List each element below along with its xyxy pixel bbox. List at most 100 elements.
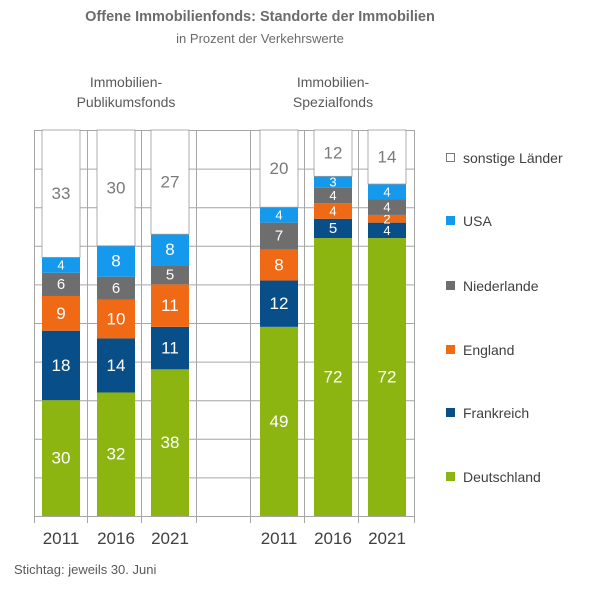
- bar-segment: [42, 330, 80, 401]
- group-label-line: Spezialfonds: [292, 94, 374, 110]
- bar-segment: [368, 184, 406, 200]
- data-label: 14: [378, 148, 397, 167]
- legend-swatch: [446, 408, 455, 417]
- data-label: 2: [383, 211, 390, 226]
- data-label: 72: [324, 368, 343, 387]
- chart-subtitle: in Prozent der Verkehrswerte: [176, 31, 344, 46]
- bar-segment: [260, 326, 298, 516]
- bar-segment: [151, 234, 189, 266]
- legend-swatch: [446, 153, 455, 162]
- bar-segment: [259, 129, 299, 208]
- x-tick-label: 2021: [151, 529, 189, 548]
- bar-segment: [260, 207, 298, 223]
- bar-segment: [151, 326, 189, 370]
- data-label: 12: [324, 144, 343, 163]
- data-label: 6: [112, 280, 120, 297]
- bar-segment: [314, 187, 352, 204]
- bar-segment: [151, 369, 189, 516]
- data-label: 4: [383, 223, 390, 238]
- data-label: 3: [329, 175, 336, 190]
- bar-segment: [42, 400, 80, 516]
- bar-segment: [260, 249, 298, 281]
- bar-segment: [97, 276, 135, 300]
- data-label: 8: [111, 252, 120, 271]
- legend-item: USA: [446, 213, 492, 229]
- legend-swatch: [446, 345, 455, 354]
- bar-segment: [97, 299, 135, 339]
- data-label: 11: [161, 296, 179, 315]
- bar-segment: [368, 214, 406, 223]
- bar-segment: [313, 129, 353, 177]
- x-tick-label: 2021: [368, 529, 406, 548]
- chart-title: Offene Immobilienfonds: Standorte der Im…: [85, 9, 435, 25]
- group-label-line: Publikumsfonds: [76, 94, 176, 110]
- legend-label: USA: [463, 213, 492, 229]
- data-label: 8: [274, 256, 283, 275]
- bar-segment: [150, 129, 190, 235]
- data-label: 11: [161, 339, 179, 358]
- legend-label: sonstige Länder: [463, 150, 563, 166]
- data-label: 10: [107, 310, 126, 329]
- x-tick-label: 2011: [43, 529, 80, 548]
- data-label: 12: [270, 294, 289, 313]
- data-label: 4: [275, 207, 282, 222]
- group-label-line: Immobilien-: [296, 74, 370, 90]
- bar-segment: [314, 218, 352, 239]
- data-label: 27: [161, 173, 180, 192]
- x-tick-label: 2011: [261, 529, 298, 548]
- bar-segment: [41, 129, 81, 258]
- bar-segment: [260, 222, 298, 250]
- legend-swatch: [446, 472, 455, 481]
- legend-item: sonstige Länder: [446, 150, 563, 166]
- legend-label: Frankreich: [463, 405, 530, 421]
- bar-segment: [314, 238, 352, 516]
- legend-label: England: [463, 342, 515, 358]
- data-label: 72: [378, 368, 397, 387]
- bar-segment: [368, 238, 406, 516]
- bar-segment: [97, 338, 135, 393]
- x-tick-label: 2016: [314, 529, 352, 548]
- bar-segment: [368, 199, 406, 215]
- legend-swatch: [446, 281, 455, 290]
- bar-segment: [96, 129, 136, 247]
- bar-segment: [151, 265, 189, 285]
- data-label: 4: [329, 204, 336, 219]
- data-label: 49: [270, 412, 289, 431]
- group-label-publikumsfonds: Immobilien- Publikumsfonds: [26, 72, 226, 112]
- footnote: Stichtag: jeweils 30. Juni: [14, 562, 157, 577]
- group-label-line: Immobilien-: [89, 74, 163, 90]
- legend-item: England: [446, 342, 514, 358]
- data-label: 5: [329, 220, 337, 237]
- bar-segment: [97, 392, 135, 516]
- bar-segment: [314, 176, 352, 188]
- data-label: 30: [107, 178, 126, 197]
- bar-segment: [314, 203, 352, 219]
- legend-label: Deutschland: [463, 469, 541, 485]
- data-label: 30: [52, 449, 71, 468]
- data-label: 7: [275, 228, 283, 245]
- bar-segment: [42, 257, 80, 273]
- data-label: 4: [383, 200, 390, 215]
- data-label: 33: [52, 184, 71, 203]
- bar-segment: [367, 129, 407, 185]
- data-label: 5: [166, 266, 174, 283]
- data-label: 32: [107, 445, 126, 464]
- data-label: 14: [107, 356, 126, 375]
- bar-segment: [151, 284, 189, 327]
- bar-segment: [368, 222, 406, 239]
- data-label: 4: [383, 184, 390, 199]
- group-label-spezialfonds: Immobilien- Spezialfonds: [233, 72, 433, 112]
- legend-item: Deutschland: [446, 469, 541, 485]
- legend-item: Frankreich: [446, 405, 529, 421]
- bar-segment: [42, 295, 80, 331]
- data-label: 4: [57, 258, 64, 273]
- data-label: 38: [161, 433, 180, 452]
- data-label: 18: [52, 356, 71, 375]
- bar-segment: [260, 280, 298, 327]
- x-tick-label: 2016: [97, 529, 135, 548]
- data-label: 6: [57, 276, 65, 293]
- data-label: 9: [56, 304, 65, 323]
- legend-item: Niederlande: [446, 278, 539, 294]
- bar-segment: [42, 272, 80, 296]
- bar-segment: [97, 245, 135, 277]
